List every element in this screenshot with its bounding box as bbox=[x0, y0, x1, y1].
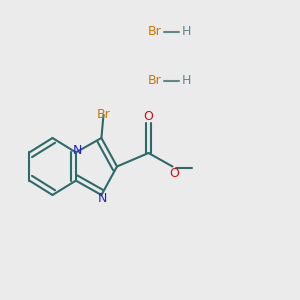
Text: N: N bbox=[98, 192, 108, 205]
Text: H: H bbox=[181, 25, 191, 38]
Text: Br: Br bbox=[148, 74, 161, 88]
Text: N: N bbox=[73, 144, 82, 158]
Text: H: H bbox=[181, 74, 191, 88]
Text: O: O bbox=[144, 110, 153, 123]
Text: Br: Br bbox=[97, 108, 110, 122]
Text: Br: Br bbox=[148, 25, 161, 38]
Text: O: O bbox=[169, 167, 179, 180]
